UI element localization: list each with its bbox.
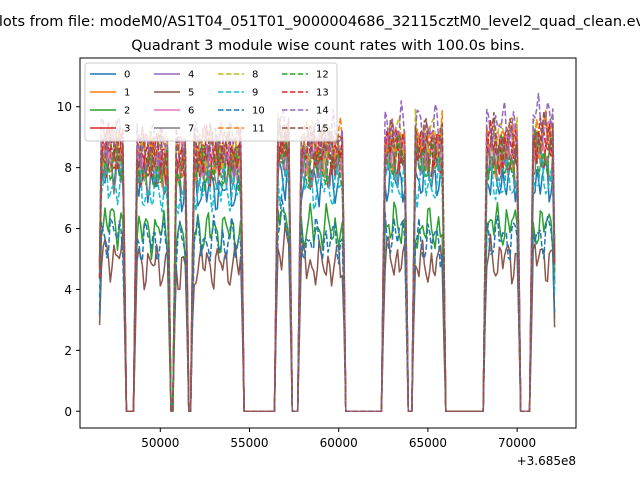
legend-label-11: 11 bbox=[252, 124, 265, 135]
x-tick-label: 60000 bbox=[320, 436, 358, 450]
y-tick-label: 0 bbox=[64, 405, 72, 419]
x-axis: 50000 55000 60000 65000 70000 bbox=[141, 428, 536, 450]
legend-label-14: 14 bbox=[316, 106, 329, 117]
legend-label-15: 15 bbox=[316, 124, 329, 135]
chart-title: Quadrant 3 module wise count rates with … bbox=[131, 38, 525, 54]
x-tick-label: 50000 bbox=[141, 436, 179, 450]
figure-suptitle: Plots from file: modeM0/AS1T04_051T01_90… bbox=[0, 14, 640, 30]
series-line-15 bbox=[98, 110, 556, 413]
legend-label-1: 1 bbox=[124, 88, 130, 99]
legend-label-5: 5 bbox=[188, 88, 194, 99]
x-tick-label: 65000 bbox=[409, 436, 447, 450]
plot-lines bbox=[98, 92, 556, 413]
y-tick-label: 6 bbox=[64, 222, 72, 236]
legend-label-9: 9 bbox=[252, 88, 258, 99]
y-tick-label: 8 bbox=[64, 161, 72, 175]
y-tick-label: 2 bbox=[64, 344, 72, 358]
legend-label-13: 13 bbox=[316, 88, 329, 99]
x-tick-label: 70000 bbox=[498, 436, 536, 450]
x-offset-label: +3.685e8 bbox=[517, 454, 576, 468]
y-tick-label: 10 bbox=[57, 100, 72, 114]
legend-label-7: 7 bbox=[188, 124, 194, 135]
legend-label-10: 10 bbox=[252, 106, 265, 117]
legend-label-2: 2 bbox=[124, 106, 130, 117]
legend-label-4: 4 bbox=[188, 70, 194, 81]
y-tick-label: 4 bbox=[64, 283, 72, 297]
legend-label-12: 12 bbox=[316, 70, 329, 81]
series-line-11 bbox=[98, 109, 556, 413]
x-tick-label: 55000 bbox=[230, 436, 268, 450]
legend-box bbox=[84, 62, 338, 142]
legend-label-3: 3 bbox=[124, 124, 130, 135]
legend-label-6: 6 bbox=[188, 106, 194, 117]
legend-label-8: 8 bbox=[252, 70, 258, 81]
y-axis: 0 2 4 6 8 10 bbox=[57, 100, 80, 419]
series-line-12 bbox=[98, 129, 556, 413]
plot-frame bbox=[79, 57, 577, 429]
legend-label-0: 0 bbox=[124, 70, 130, 81]
